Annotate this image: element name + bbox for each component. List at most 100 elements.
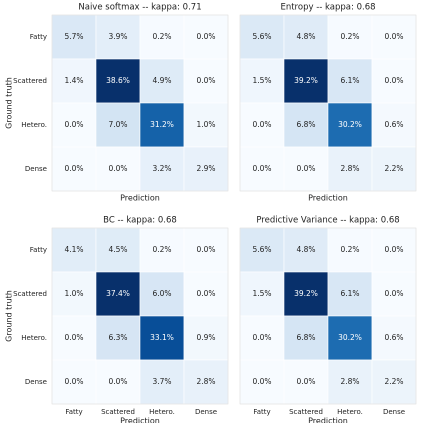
cell-label: 3.7% [152, 377, 171, 386]
cell-label: 0.0% [296, 377, 315, 386]
cell-label: 0.0% [384, 289, 403, 298]
cell-label: 6.3% [108, 333, 127, 342]
heatmap-cell [51, 58, 97, 104]
x-axis-label: Prediction [308, 194, 348, 203]
cell-label: 4.8% [296, 32, 315, 41]
y-tick-label: Dense [25, 165, 47, 173]
heatmap-cell [239, 227, 285, 273]
cell-label: 0.0% [384, 76, 403, 85]
cell-label: 0.0% [252, 377, 271, 386]
cell-label: 0.0% [64, 377, 83, 386]
cell-label: 5.6% [252, 32, 271, 41]
cell-label: 0.0% [64, 120, 83, 129]
heatmap-cell [327, 315, 373, 361]
cell-label: 2.2% [384, 164, 403, 173]
cell-label: 2.8% [196, 377, 215, 386]
panel-title: Predictive Variance -- kappa: 0.68 [256, 216, 399, 226]
heatmap-cell [51, 227, 97, 273]
cell-label: 1.5% [252, 289, 271, 298]
cell-label: 0.0% [196, 245, 215, 254]
cell-label: 0.0% [252, 164, 271, 173]
cell-label: 0.2% [152, 245, 171, 254]
heatmap-cell [95, 146, 141, 192]
y-axis-label: Ground truth [5, 290, 14, 342]
x-axis-label: Prediction [120, 194, 160, 203]
y-tick-label: Fatty [30, 33, 47, 41]
y-tick-label: Fatty [30, 246, 47, 254]
y-tick-label: Hetero. [21, 121, 47, 129]
cell-label: 2.8% [340, 164, 359, 173]
y-axis-label: Ground truth [5, 77, 14, 129]
heatmap-cell [95, 271, 141, 317]
cell-label: 5.6% [252, 245, 271, 254]
heatmap-cell [51, 146, 97, 192]
cell-label: 38.6% [106, 76, 130, 85]
panel-title: Entropy -- kappa: 0.68 [280, 3, 375, 13]
cell-label: 0.2% [152, 32, 171, 41]
cell-label: 0.0% [64, 164, 83, 173]
cell-label: 6.0% [152, 289, 171, 298]
heatmap-cell [95, 359, 141, 405]
x-tick-label: Hetero. [149, 408, 175, 416]
x-tick-label: Dense [383, 408, 405, 416]
cell-label: 0.0% [252, 333, 271, 342]
cell-label: 5.7% [64, 32, 83, 41]
heatmap-cell [95, 58, 141, 104]
panel-frame [51, 14, 229, 192]
cell-label: 0.6% [384, 333, 403, 342]
heatmap-cell [51, 14, 97, 60]
cell-label: 4.8% [296, 245, 315, 254]
cell-label: 39.2% [294, 289, 318, 298]
cell-label: 1.5% [252, 76, 271, 85]
cell-label: 0.2% [340, 245, 359, 254]
heatmap-cell [183, 146, 229, 192]
cell-label: 33.1% [150, 333, 174, 342]
cell-label: 4.9% [152, 76, 171, 85]
cell-label: 0.9% [196, 333, 215, 342]
x-tick-label: Hetero. [337, 408, 363, 416]
heatmap-cell [183, 315, 229, 361]
cell-label: 6.8% [296, 333, 315, 342]
heatmap-cell [139, 315, 185, 361]
cell-label: 0.0% [108, 164, 127, 173]
y-tick-label: Hetero. [21, 334, 47, 342]
cell-label: 0.0% [384, 32, 403, 41]
cell-label: 2.9% [196, 164, 215, 173]
heatmap-cell [239, 146, 285, 192]
heatmap-cell [183, 271, 229, 317]
heatmap-cell [283, 315, 329, 361]
heatmap-cell [283, 146, 329, 192]
cell-label: 1.0% [196, 120, 215, 129]
cell-label: 0.6% [384, 120, 403, 129]
cell-label: 1.0% [64, 289, 83, 298]
cell-label: 0.0% [196, 289, 215, 298]
x-tick-label: Scattered [289, 408, 323, 416]
panel-frame [239, 14, 417, 192]
cell-label: 6.8% [296, 120, 315, 129]
cell-label: 0.0% [108, 377, 127, 386]
heatmap-cell [371, 315, 417, 361]
heatmap-cell [327, 146, 373, 192]
heatmap-cell [239, 58, 285, 104]
heatmap-cell [139, 227, 185, 273]
cell-label: 0.0% [296, 164, 315, 173]
heatmap-cell [283, 271, 329, 317]
x-tick-label: Fatty [253, 408, 270, 416]
heatmap-cell [283, 14, 329, 60]
heatmap-cell [283, 58, 329, 104]
heatmap-cell [139, 359, 185, 405]
heatmap-cell [371, 359, 417, 405]
cell-label: 6.1% [340, 76, 359, 85]
panel-frame [239, 227, 417, 405]
heatmap-cell [95, 102, 141, 148]
y-tick-label: Dense [25, 378, 47, 386]
cell-label: 0.0% [384, 245, 403, 254]
heatmap-cell [95, 315, 141, 361]
heatmap-cell [183, 359, 229, 405]
cell-label: 4.5% [108, 245, 127, 254]
cell-label: 1.4% [64, 76, 83, 85]
heatmap-cell [283, 102, 329, 148]
heatmap-cell [327, 359, 373, 405]
cell-label: 2.2% [384, 377, 403, 386]
cell-label: 3.9% [108, 32, 127, 41]
